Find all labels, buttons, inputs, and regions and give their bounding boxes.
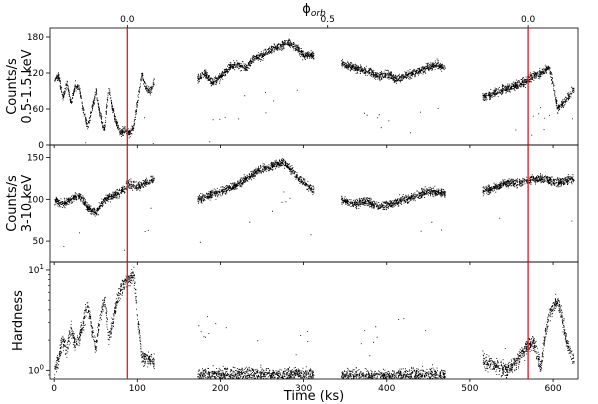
series-points <box>54 266 575 379</box>
y-tick-label: 101 <box>28 263 44 276</box>
top-axis-ticks: 0.0 0.5 0.0 <box>120 15 536 28</box>
series-points <box>54 38 575 144</box>
data-points <box>54 266 575 379</box>
y-tick-label: 0 <box>38 141 44 151</box>
top-tick-label: 0.5 <box>321 15 335 25</box>
y-axis-label-line: Hardness <box>11 290 26 351</box>
y-axis-label: Counts/s3-10 keV <box>5 175 35 233</box>
y-axis-label: Hardness <box>11 290 26 351</box>
x-tick-label: 300 <box>295 384 312 394</box>
panel-hard: 50 100 150 Counts/s3-10 keV <box>5 144 579 265</box>
x-axis-label: Time (ks) <box>283 389 344 404</box>
series-points <box>54 158 575 251</box>
y-tick-label: 100 <box>27 195 44 205</box>
y-tick-label: 120 <box>27 69 44 79</box>
x-tick-label: 200 <box>212 384 229 394</box>
data-points <box>54 38 575 144</box>
x-axis-ticks: 0 100 200 300 400 500 600 <box>51 384 562 394</box>
y-axis-label: Counts/s0.5-1.5 keV <box>5 49 35 123</box>
panel-frame <box>49 261 579 380</box>
top-axis-label: ϕorb <box>302 2 326 19</box>
top-axis-label-base: ϕ <box>302 2 311 17</box>
panel-frame <box>49 27 579 146</box>
top-tick-label: 0.0 <box>120 15 135 25</box>
y-axis-label-line: Counts/s <box>5 58 20 115</box>
y-axis-label-line: 0.5-1.5 keV <box>20 49 35 123</box>
top-axis-label-sub: orb <box>311 9 326 19</box>
top-tick-label: 0.0 <box>521 15 536 25</box>
x-tick-label: 600 <box>544 384 561 394</box>
y-tick-label: 60 <box>33 105 45 115</box>
y-tick-label: 50 <box>33 237 45 247</box>
y-tick-label: 150 <box>27 154 44 164</box>
y-tick-label: 100 <box>28 363 44 376</box>
panel-hardness: 100 101 Hardness <box>11 261 579 382</box>
y-tick-label: 180 <box>27 33 44 43</box>
x-tick-label: 100 <box>129 384 146 394</box>
panel-soft: 0 60 120 180 Counts/s0.5-1.5 keV <box>5 27 579 151</box>
panel-frame <box>49 144 579 263</box>
y-axis-label-line: 3-10 keV <box>20 175 35 233</box>
x-tick-label: 400 <box>378 384 395 394</box>
y-axis-label-line: Counts/s <box>5 175 20 232</box>
data-points <box>54 158 575 251</box>
x-tick-label: 0 <box>51 384 57 394</box>
x-tick-label: 500 <box>461 384 478 394</box>
